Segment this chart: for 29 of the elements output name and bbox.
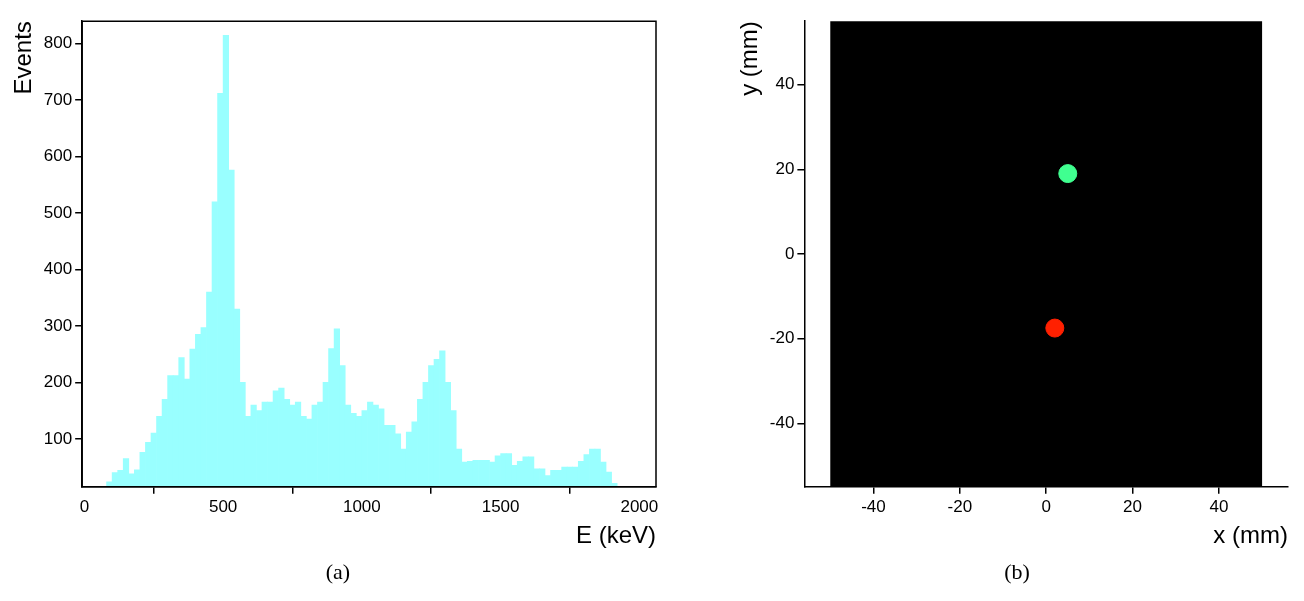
y-tick-label: -40 — [769, 413, 795, 432]
x-tick-label: 500 — [208, 496, 238, 516]
x-tick-label: -40 — [861, 496, 886, 516]
y-axis-title: y (mm) — [735, 21, 763, 96]
y-tick-label: 800 — [43, 33, 73, 53]
x-axis-title: x (mm) — [1213, 521, 1288, 549]
x-tick-label: 0 — [1041, 496, 1051, 516]
x-tick-label: 1000 — [342, 496, 381, 516]
text: (a) — [324, 559, 352, 585]
y-tick-label: 600 — [43, 146, 73, 166]
y-tick-label: 40 — [775, 74, 795, 94]
y-tick-label: -20 — [769, 328, 795, 348]
y-tick-label: 500 — [43, 202, 73, 222]
x-tick-label: 40 — [1209, 496, 1229, 516]
y-tick-label: 700 — [43, 89, 73, 109]
x-tick-label: -20 — [947, 496, 973, 516]
text: (b) — [1003, 559, 1031, 585]
y-axis-title: Events — [9, 21, 37, 95]
x-tick-label: 2000 — [620, 496, 659, 516]
y-tick-label: 100 — [43, 428, 73, 448]
y-tick-label: 20 — [775, 159, 795, 179]
y-tick-label: 400 — [43, 259, 73, 279]
x-tick-label: 20 — [1123, 496, 1143, 516]
y-tick-label: 200 — [43, 372, 73, 392]
y-tick-label: 0 — [784, 243, 795, 263]
y-tick-label: 300 — [43, 315, 73, 335]
x-tick-label: 0 — [79, 496, 90, 516]
x-tick-label: 1500 — [481, 496, 520, 516]
x-axis-title: E (keV) — [575, 521, 656, 549]
